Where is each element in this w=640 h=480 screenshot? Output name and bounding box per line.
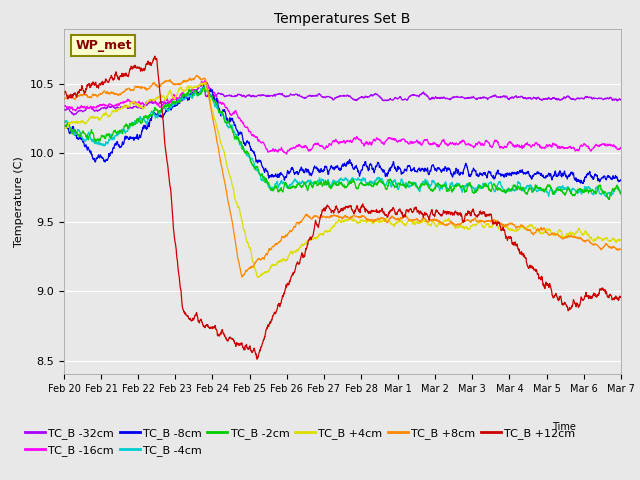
TC_B +12cm <box>88 79 96 85</box>
TC_B +8cm <box>601 242 609 248</box>
TC_B +12cm <box>332 206 339 212</box>
Line: TC_B -8cm: TC_B -8cm <box>64 83 621 183</box>
TC_B -32cm <box>617 97 625 103</box>
TC_B +4cm <box>617 237 625 243</box>
TC_B -4cm <box>88 138 96 144</box>
TC_B -8cm <box>617 177 625 182</box>
TC_B +8cm <box>499 221 507 227</box>
TC_B -16cm <box>601 141 609 146</box>
TC_B +4cm <box>499 223 507 228</box>
TC_B +8cm <box>239 274 246 280</box>
TC_B +8cm <box>617 246 625 252</box>
TC_B +12cm <box>617 294 625 300</box>
Text: WP_met: WP_met <box>75 39 132 52</box>
TC_B +8cm <box>602 242 609 248</box>
Line: TC_B -32cm: TC_B -32cm <box>64 83 621 115</box>
TC_B +4cm <box>201 80 209 85</box>
TC_B -16cm <box>499 145 507 151</box>
TC_B -8cm <box>579 180 586 186</box>
TC_B -32cm <box>601 96 609 102</box>
TC_B -16cm <box>60 104 68 109</box>
TC_B -4cm <box>601 193 609 199</box>
TC_B +8cm <box>88 92 96 97</box>
TC_B -8cm <box>601 174 609 180</box>
TC_B -8cm <box>316 169 324 175</box>
TC_B +8cm <box>193 72 200 78</box>
TC_B -4cm <box>499 185 506 191</box>
TC_B +12cm <box>499 224 507 230</box>
TC_B -16cm <box>332 137 339 143</box>
TC_B +4cm <box>332 220 339 226</box>
TC_B -4cm <box>331 178 339 184</box>
TC_B +12cm <box>602 288 609 294</box>
TC_B -2cm <box>499 188 506 194</box>
TC_B -16cm <box>602 142 609 148</box>
TC_B -4cm <box>316 178 324 184</box>
TC_B -16cm <box>617 145 625 151</box>
TC_B -16cm <box>283 151 291 157</box>
TC_B +4cm <box>602 236 609 241</box>
TC_B -2cm <box>60 123 68 129</box>
TC_B -2cm <box>316 181 324 187</box>
TC_B +4cm <box>60 124 68 130</box>
TC_B +12cm <box>317 214 324 219</box>
TC_B +12cm <box>60 92 68 97</box>
TC_B -2cm <box>200 84 207 90</box>
TC_B -2cm <box>601 189 609 194</box>
TC_B -2cm <box>605 197 613 203</box>
Text: Time: Time <box>552 421 576 432</box>
TC_B -8cm <box>499 171 506 177</box>
TC_B -32cm <box>602 96 609 101</box>
TC_B -8cm <box>602 176 609 181</box>
TC_B -4cm <box>60 118 68 124</box>
TC_B +4cm <box>254 275 262 280</box>
TC_B -4cm <box>601 192 609 198</box>
TC_B -8cm <box>88 155 96 160</box>
Line: TC_B +4cm: TC_B +4cm <box>64 83 621 277</box>
TC_B -8cm <box>200 80 208 85</box>
Legend: TC_B -32cm, TC_B -16cm, TC_B -8cm, TC_B -4cm, TC_B -2cm, TC_B +4cm, TC_B +8cm, T: TC_B -32cm, TC_B -16cm, TC_B -8cm, TC_B … <box>25 428 575 456</box>
Line: TC_B +12cm: TC_B +12cm <box>64 56 621 359</box>
Line: TC_B -16cm: TC_B -16cm <box>64 81 621 154</box>
TC_B -2cm <box>617 190 625 195</box>
TC_B -2cm <box>601 190 609 195</box>
TC_B -2cm <box>88 131 96 136</box>
TC_B -32cm <box>89 106 97 111</box>
TC_B +4cm <box>317 231 324 237</box>
Y-axis label: Temperature (C): Temperature (C) <box>14 156 24 247</box>
TC_B -8cm <box>331 165 339 170</box>
TC_B +12cm <box>601 287 609 292</box>
TC_B +4cm <box>601 236 609 242</box>
TC_B +4cm <box>88 114 96 120</box>
TC_B -16cm <box>201 78 209 84</box>
TC_B +12cm <box>151 53 159 59</box>
TC_B -32cm <box>60 108 68 113</box>
TC_B -2cm <box>331 180 339 186</box>
TC_B +8cm <box>332 213 339 219</box>
TC_B +8cm <box>60 97 68 103</box>
TC_B -32cm <box>317 92 324 97</box>
TC_B -4cm <box>617 190 625 195</box>
TC_B -8cm <box>60 122 68 128</box>
Line: TC_B +8cm: TC_B +8cm <box>64 75 621 277</box>
TC_B +12cm <box>253 356 261 362</box>
TC_B -32cm <box>332 95 339 101</box>
TC_B -4cm <box>602 194 610 200</box>
TC_B -4cm <box>202 84 209 89</box>
Line: TC_B -2cm: TC_B -2cm <box>64 87 621 200</box>
Title: Temperatures Set B: Temperatures Set B <box>274 12 411 26</box>
TC_B -32cm <box>201 80 209 86</box>
Line: TC_B -4cm: TC_B -4cm <box>64 86 621 197</box>
TC_B -16cm <box>317 143 324 149</box>
TC_B -32cm <box>499 94 507 99</box>
TC_B -32cm <box>70 112 77 118</box>
TC_B +8cm <box>317 214 324 220</box>
TC_B -16cm <box>88 105 96 110</box>
